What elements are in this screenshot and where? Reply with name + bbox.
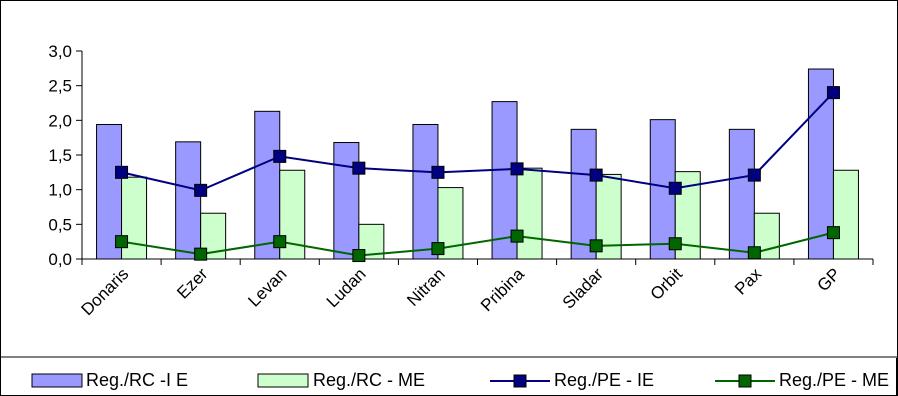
- bar-reg-rc-ie: [333, 142, 360, 260]
- legend-item-bar2: Reg./RC - ME: [257, 370, 425, 390]
- legend-swatch-bar1: [31, 373, 83, 388]
- legend: Reg./RC -I E Reg./RC - ME Reg./PE - IE R…: [31, 370, 889, 390]
- legend-swatch-bar2: [257, 373, 309, 388]
- bar-reg-rc-me: [832, 169, 859, 260]
- bars-series-1: [96, 68, 834, 260]
- bar-reg-rc-me: [516, 167, 543, 260]
- y-tick-label: 3,0: [48, 42, 72, 61]
- point-reg-pe-me: [826, 226, 840, 240]
- y-tick-label: 2,5: [48, 77, 72, 96]
- point-reg-pe-ie: [115, 165, 129, 179]
- line-reg-pe-ie: [121, 91, 835, 192]
- point-reg-pe-me: [115, 235, 129, 249]
- point-reg-pe-ie: [431, 165, 445, 179]
- point-reg-pe-me: [668, 237, 682, 251]
- point-reg-pe-ie: [668, 181, 682, 195]
- point-reg-pe-ie: [194, 183, 208, 197]
- line-series: [115, 86, 840, 263]
- point-reg-pe-me: [747, 246, 761, 260]
- legend-item-line2: Reg./PE - ME: [715, 370, 889, 390]
- bar-reg-rc-ie: [175, 141, 202, 260]
- legend-label-bar2: Reg./RC - ME: [313, 370, 425, 390]
- point-reg-pe-me: [589, 239, 603, 253]
- y-tick-label: 1,5: [48, 146, 72, 165]
- point-reg-pe-me: [194, 247, 208, 261]
- legend-clip-edge: [896, 358, 898, 395]
- y-tick-label: 2,0: [48, 111, 72, 130]
- point-reg-pe-ie: [352, 161, 366, 175]
- y-tick-label: 0,0: [48, 250, 72, 269]
- legend-label-bar1: Reg./RC -I E: [86, 370, 188, 390]
- point-reg-pe-ie: [747, 168, 761, 182]
- legend-label-line1: Reg./PE - IE: [554, 370, 654, 390]
- point-reg-pe-ie: [273, 149, 287, 163]
- line-reg-pe-me: [121, 231, 834, 257]
- y-ticks: 0,0 0,5 1,0 1,5 2,0 2,5 3,0: [48, 42, 874, 269]
- bar-reg-rc-ie: [254, 110, 281, 260]
- legend-item-line1: Reg./PE - IE: [490, 370, 654, 390]
- legend-marker-line2: [738, 374, 752, 388]
- bar-reg-rc-ie: [570, 128, 597, 260]
- y-tick-label: 0,5: [48, 215, 72, 234]
- y-tick-label: 1,0: [48, 181, 72, 200]
- point-reg-pe-me: [431, 242, 445, 256]
- point-reg-pe-ie: [589, 168, 603, 182]
- point-reg-pe-me: [510, 229, 524, 243]
- point-reg-pe-me: [273, 235, 287, 249]
- legend-marker-line1: [513, 374, 527, 388]
- bar-reg-rc-ie: [412, 123, 439, 260]
- legend-label-line2: Reg./PE - ME: [779, 370, 889, 390]
- point-reg-pe-ie: [510, 162, 524, 176]
- point-reg-pe-me: [352, 249, 366, 263]
- legend-item-bar1: Reg./RC -I E: [31, 370, 188, 390]
- bar-reg-rc-ie: [728, 128, 755, 260]
- point-reg-pe-ie: [826, 86, 840, 100]
